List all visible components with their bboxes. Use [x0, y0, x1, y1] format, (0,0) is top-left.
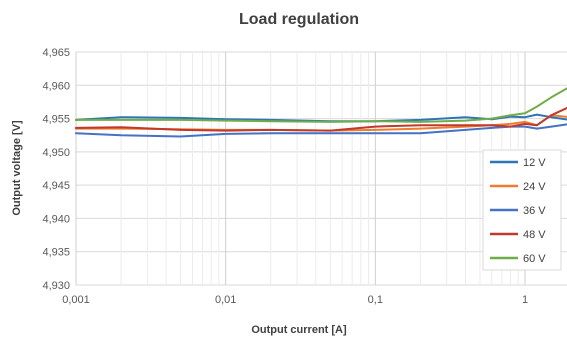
x-tick-label: 0,1: [368, 294, 383, 306]
series-line-12v: [75, 113, 567, 123]
y-axis-ticks: 4,965 4,960 4,955 4,950 4,945 4,940 4,935 4,930: [42, 47, 70, 292]
y-tick-label: 4,945: [42, 180, 70, 192]
x-axis-ticks: 0,001 0,01 0,1 1: [62, 294, 528, 306]
legend-label: 60 V: [523, 253, 546, 265]
x-tick-label: 1: [522, 294, 528, 306]
y-tick-label: 4,965: [42, 47, 70, 59]
y-tick-label: 4,960: [42, 80, 70, 92]
legend-label: 48 V: [523, 229, 546, 241]
y-tick-label: 4,930: [42, 280, 70, 292]
x-tick-label: 0,01: [215, 294, 236, 306]
y-tick-label: 4,940: [42, 213, 70, 225]
y-tick-label: 4,935: [42, 247, 70, 259]
series-line-36v: [75, 123, 567, 138]
chart-title: Load regulation: [239, 11, 359, 28]
x-axis-title: Output current [A]: [251, 324, 347, 336]
series-line-48v: [75, 106, 567, 132]
legend: 12 V 24 V 36 V 48 V 60 V: [482, 149, 562, 271]
y-tick-label: 4,950: [42, 147, 70, 159]
grid-lines: [75, 51, 567, 286]
y-tick-label: 4,955: [42, 114, 70, 126]
y-axis-title: Output voltage [V]: [11, 120, 23, 216]
legend-box: [482, 149, 562, 271]
legend-label: 36 V: [523, 205, 546, 217]
legend-label: 24 V: [523, 181, 546, 193]
legend-label: 12 V: [523, 157, 546, 169]
series-layer: [75, 87, 567, 138]
series-line-60v: [75, 87, 567, 123]
x-tick-label: 0,001: [62, 294, 90, 306]
